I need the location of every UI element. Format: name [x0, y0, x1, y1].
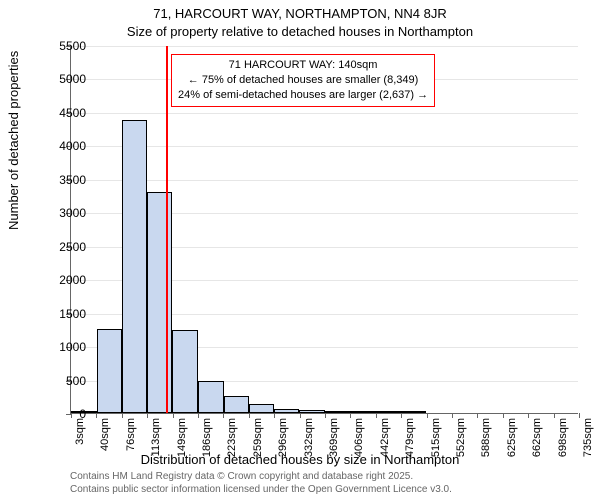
histogram-bar [224, 396, 249, 413]
plot-area: 71 HARCOURT WAY: 140sqm← 75% of detached… [70, 46, 578, 414]
xtick-mark [249, 413, 250, 418]
xtick-mark [96, 413, 97, 418]
annotation-box: 71 HARCOURT WAY: 140sqm← 75% of detached… [171, 54, 435, 107]
xtick-mark [554, 413, 555, 418]
histogram-bar [299, 410, 325, 413]
xtick-mark [198, 413, 199, 418]
chart-title-main: 71, HARCOURT WAY, NORTHAMPTON, NN4 8JR [0, 6, 600, 21]
xtick-mark [503, 413, 504, 418]
xtick-mark [223, 413, 224, 418]
histogram-bar [198, 381, 224, 413]
histogram-bar [147, 192, 172, 413]
ytick-label: 2500 [36, 240, 86, 254]
ytick-label: 500 [36, 374, 86, 388]
marker-line [166, 46, 168, 413]
histogram-bar [325, 411, 351, 413]
annotation-line: 71 HARCOURT WAY: 140sqm [178, 58, 428, 73]
footer-line-1: Contains HM Land Registry data © Crown c… [70, 471, 452, 484]
xtick-mark [452, 413, 453, 418]
xtick-mark [427, 413, 428, 418]
xtick-mark [122, 413, 123, 418]
chart-title-sub: Size of property relative to detached ho… [0, 24, 600, 39]
xtick-mark [528, 413, 529, 418]
xtick-mark [376, 413, 377, 418]
histogram-bar [122, 120, 148, 413]
xtick-mark [401, 413, 402, 418]
xtick-mark [579, 413, 580, 418]
annotation-line: 24% of semi-detached houses are larger (… [178, 88, 428, 103]
ytick-label: 1000 [36, 340, 86, 354]
xtick-mark [325, 413, 326, 418]
ytick-label: 3500 [36, 173, 86, 187]
ytick-label: 4500 [36, 106, 86, 120]
histogram-bar [351, 411, 376, 413]
histogram-bar [274, 409, 299, 413]
footer-line-2: Contains public sector information licen… [70, 484, 452, 497]
xtick-mark [173, 413, 174, 418]
histogram-bar [97, 329, 122, 413]
ytick-label: 5000 [36, 72, 86, 86]
xtick-mark [350, 413, 351, 418]
ytick-label: 4000 [36, 139, 86, 153]
xtick-mark [147, 413, 148, 418]
xtick-mark [477, 413, 478, 418]
y-axis-label: Number of detached properties [6, 51, 21, 230]
ytick-label: 5500 [36, 39, 86, 53]
xtick-mark [300, 413, 301, 418]
footer-attribution: Contains HM Land Registry data © Crown c… [70, 471, 452, 496]
ytick-label: 1500 [36, 307, 86, 321]
histogram-bar [249, 404, 275, 413]
grid-line [71, 46, 578, 47]
histogram-chart: 71, HARCOURT WAY, NORTHAMPTON, NN4 8JR S… [0, 0, 600, 500]
grid-line [71, 113, 578, 114]
histogram-bar [376, 411, 402, 413]
x-axis-label: Distribution of detached houses by size … [0, 452, 600, 467]
histogram-bar [401, 411, 426, 413]
histogram-bar [172, 330, 198, 413]
annotation-line: ← 75% of detached houses are smaller (8,… [178, 73, 428, 88]
ytick-label: 3000 [36, 206, 86, 220]
xtick-mark [274, 413, 275, 418]
ytick-label: 2000 [36, 273, 86, 287]
